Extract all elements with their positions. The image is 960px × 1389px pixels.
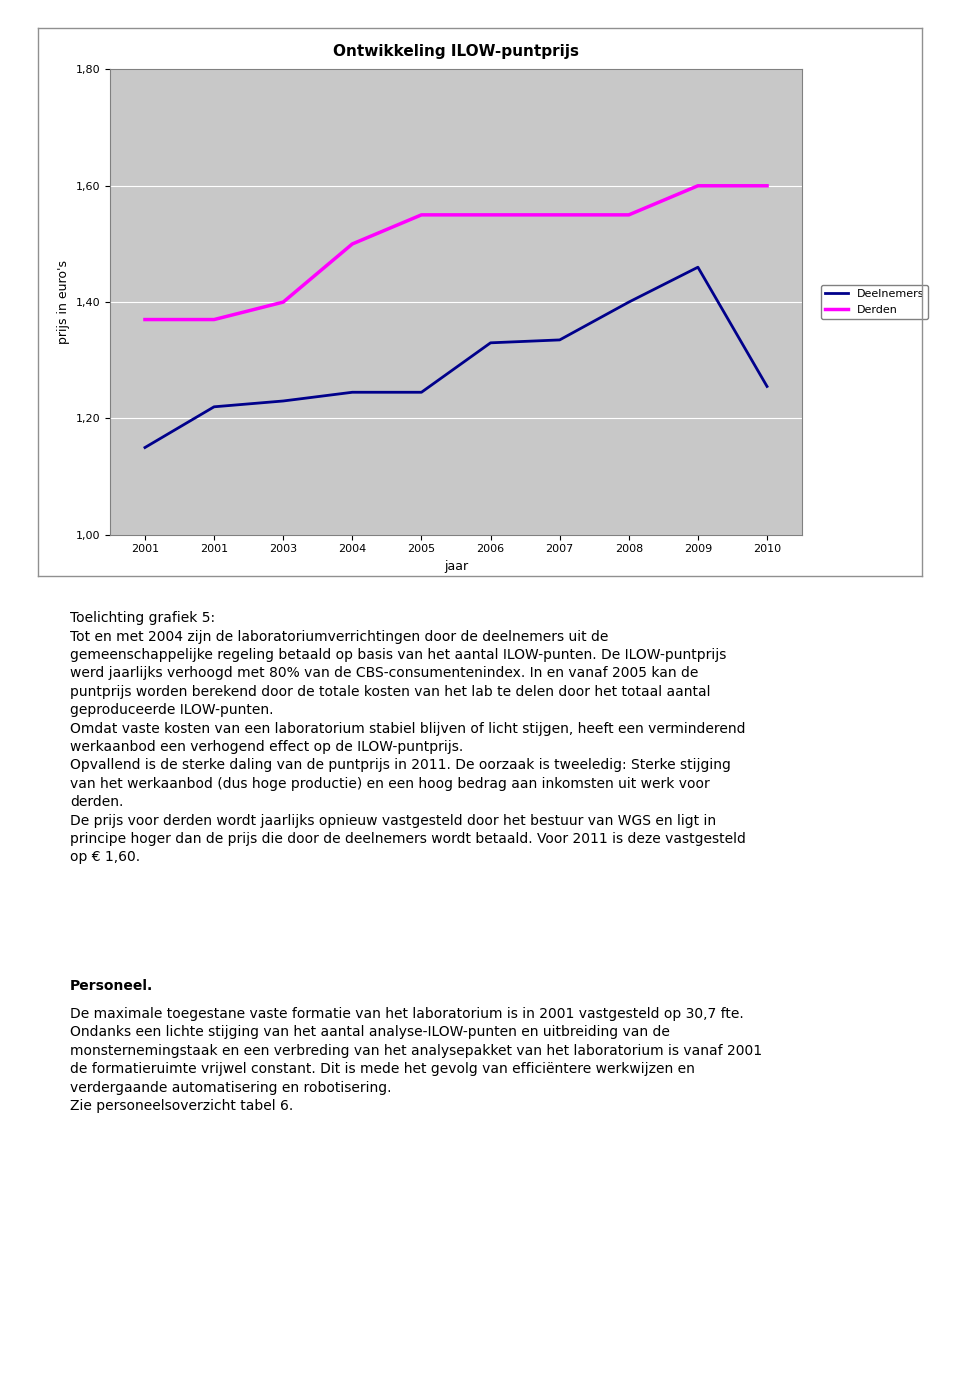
Text: De maximale toegestane vaste formatie van het laboratorium is in 2001 vastgestel: De maximale toegestane vaste formatie va… <box>70 1007 762 1113</box>
Legend: Deelnemers, Derden: Deelnemers, Derden <box>821 285 928 319</box>
Y-axis label: prijs in euro's: prijs in euro's <box>58 260 70 344</box>
Text: Toelichting grafiek 5:
Tot en met 2004 zijn de laboratoriumverrichtingen door de: Toelichting grafiek 5: Tot en met 2004 z… <box>70 611 746 864</box>
X-axis label: jaar: jaar <box>444 560 468 574</box>
Text: Personeel.: Personeel. <box>70 979 154 993</box>
Title: Ontwikkeling ILOW-puntprijs: Ontwikkeling ILOW-puntprijs <box>333 43 579 58</box>
